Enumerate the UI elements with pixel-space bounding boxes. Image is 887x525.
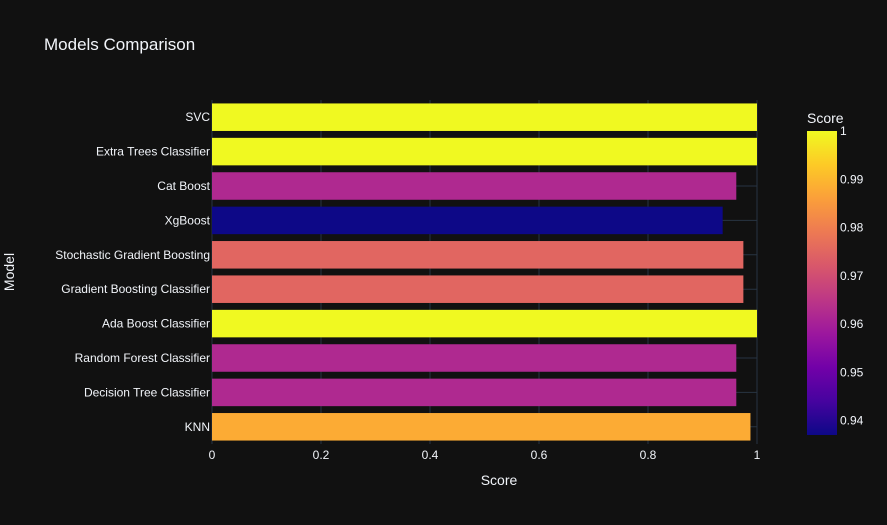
y-tick-labels: KNN Decision Tree Classifier Random Forest… [55, 110, 210, 434]
colorbar-title: Score [807, 110, 844, 126]
x-tick-label: 0.8 [640, 448, 657, 462]
colorbar-gradient [807, 131, 837, 435]
x-axis-title: Score [481, 472, 518, 488]
y-tick-label: XgBoost [165, 213, 211, 227]
y-tick-label: Extra Trees Classifier [96, 145, 210, 159]
y-tick-label: Decision Tree Classifier [84, 385, 210, 399]
bars [212, 103, 757, 441]
colorbar-tick-label: 1 [840, 124, 847, 138]
x-tick-label: 1 [754, 448, 761, 462]
y-tick-label: Stochastic Gradient Boosting [55, 248, 210, 262]
bar [212, 103, 757, 131]
colorbar-tick-labels: 0.94 0.95 0.96 0.97 0.98 0.99 1 [840, 124, 864, 428]
y-axis-title: Model [1, 253, 17, 291]
bar [212, 309, 757, 338]
x-tick-label: 0 [209, 448, 216, 462]
colorbar-tick-label: 0.96 [840, 317, 864, 331]
chart-title: Models Comparison [44, 35, 195, 54]
y-tick-label: Random Forest Classifier [75, 351, 210, 365]
colorbar: Score 0.94 0.95 0.96 0.97 0.98 0.99 1 [807, 110, 864, 435]
bar [212, 137, 757, 166]
bar [212, 344, 737, 372]
bar [212, 413, 751, 441]
colorbar-tick-label: 0.94 [840, 414, 864, 428]
bar [212, 241, 744, 269]
y-tick-label: SVC [185, 110, 210, 124]
colorbar-tick-label: 0.97 [840, 269, 864, 283]
x-tick-label: 0.6 [531, 448, 548, 462]
colorbar-tick-label: 0.99 [840, 172, 864, 186]
bar [212, 275, 744, 303]
x-tick-label: 0.2 [313, 448, 330, 462]
y-tick-label: Ada Boost Classifier [102, 317, 210, 331]
y-tick-label: KNN [185, 420, 210, 434]
y-tick-label: Cat Boost [157, 179, 210, 193]
x-tick-labels: 0 0.2 0.4 0.6 0.8 1 [209, 448, 761, 462]
x-tick-label: 0.4 [422, 448, 439, 462]
colorbar-tick-label: 0.95 [840, 365, 864, 379]
y-tick-label: Gradient Boosting Classifier [61, 282, 210, 296]
bar [212, 206, 723, 235]
colorbar-tick-label: 0.98 [840, 221, 864, 235]
bar [212, 172, 737, 200]
bar [212, 378, 737, 407]
